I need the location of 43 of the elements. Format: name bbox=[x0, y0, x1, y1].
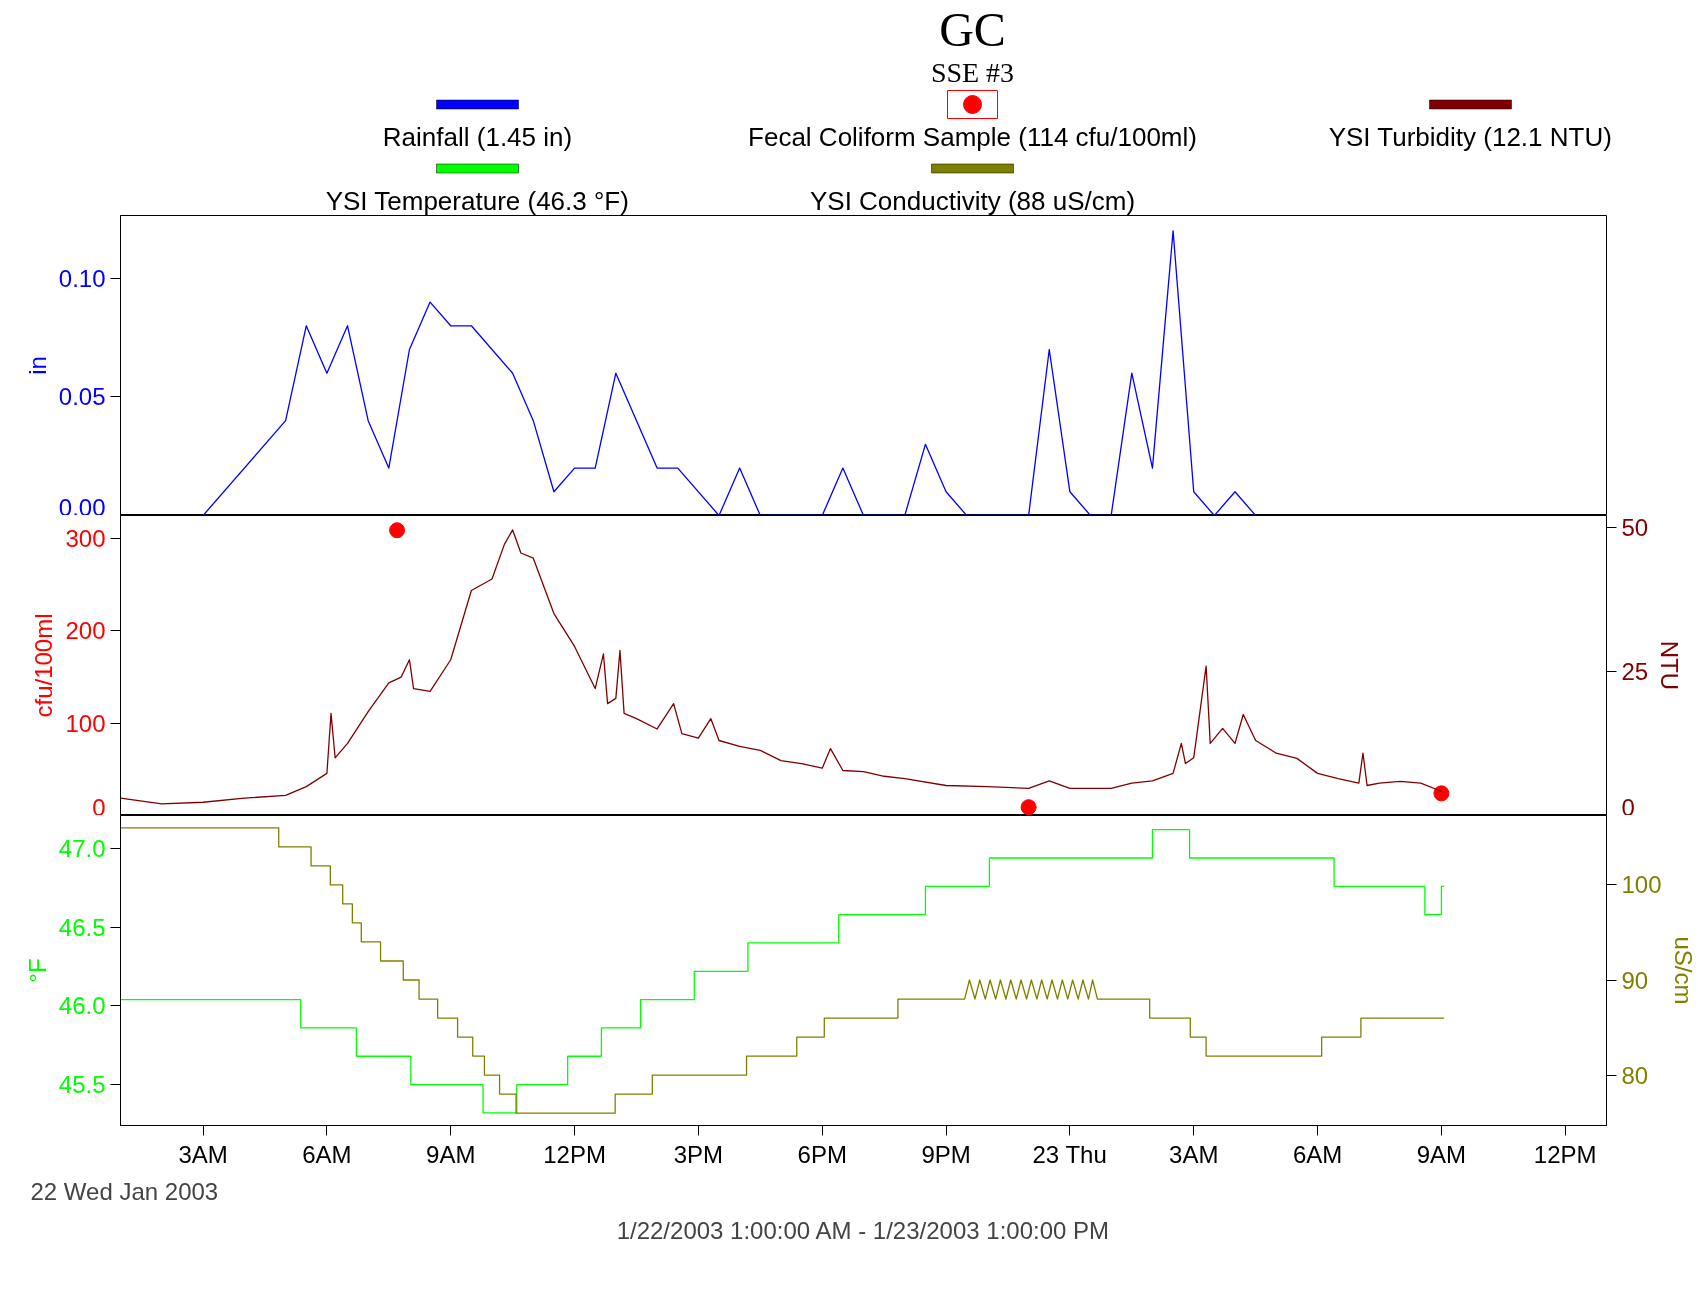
legend-label: Fecal Coliform Sample (114 cfu/100ml) bbox=[748, 121, 1197, 152]
y2-tick-label: 50 bbox=[1621, 513, 1649, 541]
x-tick-label: 3PM bbox=[673, 1140, 724, 1168]
x-tick-label: 3AM bbox=[1169, 1140, 1219, 1168]
x-tick-label: 23 Thu bbox=[1032, 1140, 1107, 1168]
legend-label: YSI Conductivity (88 uS/cm) bbox=[809, 185, 1136, 216]
y2-tick-label: 0 bbox=[1621, 793, 1635, 821]
y-axis-title: cfu/100ml bbox=[30, 613, 58, 718]
y2-tick-label: 90 bbox=[1621, 966, 1649, 994]
y-tick-label: 100 bbox=[65, 709, 106, 737]
y-tick-label: 0 bbox=[92, 793, 106, 821]
text: 1/22/2003 1:00:00 AM - 1/23/2003 1:00:00 PM bbox=[616, 1216, 1110, 1244]
chart-title: GC bbox=[939, 2, 1006, 56]
y-tick-label: 45.5 bbox=[58, 1071, 106, 1099]
x-tick-label: 9AM bbox=[426, 1140, 476, 1168]
y-axis-title: in bbox=[23, 356, 51, 375]
y-tick-label: 0.10 bbox=[58, 264, 106, 292]
x-tick-label: 12PM bbox=[1533, 1140, 1597, 1168]
text: 22 Wed Jan 2003 bbox=[30, 1177, 219, 1205]
y-tick-label: 200 bbox=[65, 617, 106, 645]
y-tick-label: 46.0 bbox=[58, 992, 106, 1020]
legend-label: YSI Temperature (46.3 °F) bbox=[325, 185, 629, 216]
chart-subtitle: SSE #3 bbox=[930, 56, 1015, 88]
y-axis-title: °F bbox=[23, 958, 51, 983]
x-tick-label: 6AM bbox=[302, 1140, 352, 1168]
x-tick-label: 12PM bbox=[543, 1140, 606, 1168]
legend-label: YSI Turbidity (12.1 NTU) bbox=[1328, 121, 1612, 152]
legend-label: Rainfall (1.45 in) bbox=[382, 121, 573, 152]
y2-axis-title: uS/cm bbox=[1669, 936, 1697, 1005]
y-tick-label: 0.00 bbox=[58, 493, 106, 521]
x-tick-label: 9AM bbox=[1416, 1140, 1467, 1168]
y2-axis-title: NTU bbox=[1656, 640, 1684, 691]
y-tick-label: 46.5 bbox=[58, 913, 106, 941]
y2-tick-label: 100 bbox=[1621, 871, 1662, 899]
x-tick-label: 9PM bbox=[921, 1140, 971, 1168]
x-tick-label: 3AM bbox=[178, 1140, 228, 1168]
y2-tick-label: 25 bbox=[1621, 657, 1649, 685]
x-tick-label: 6PM bbox=[797, 1140, 847, 1168]
y-tick-label: 47.0 bbox=[58, 835, 106, 863]
y-tick-label: 0.05 bbox=[58, 383, 106, 411]
y2-tick-label: 80 bbox=[1621, 1061, 1649, 1089]
x-tick-label: 6AM bbox=[1292, 1140, 1343, 1168]
y-tick-label: 300 bbox=[65, 525, 106, 553]
